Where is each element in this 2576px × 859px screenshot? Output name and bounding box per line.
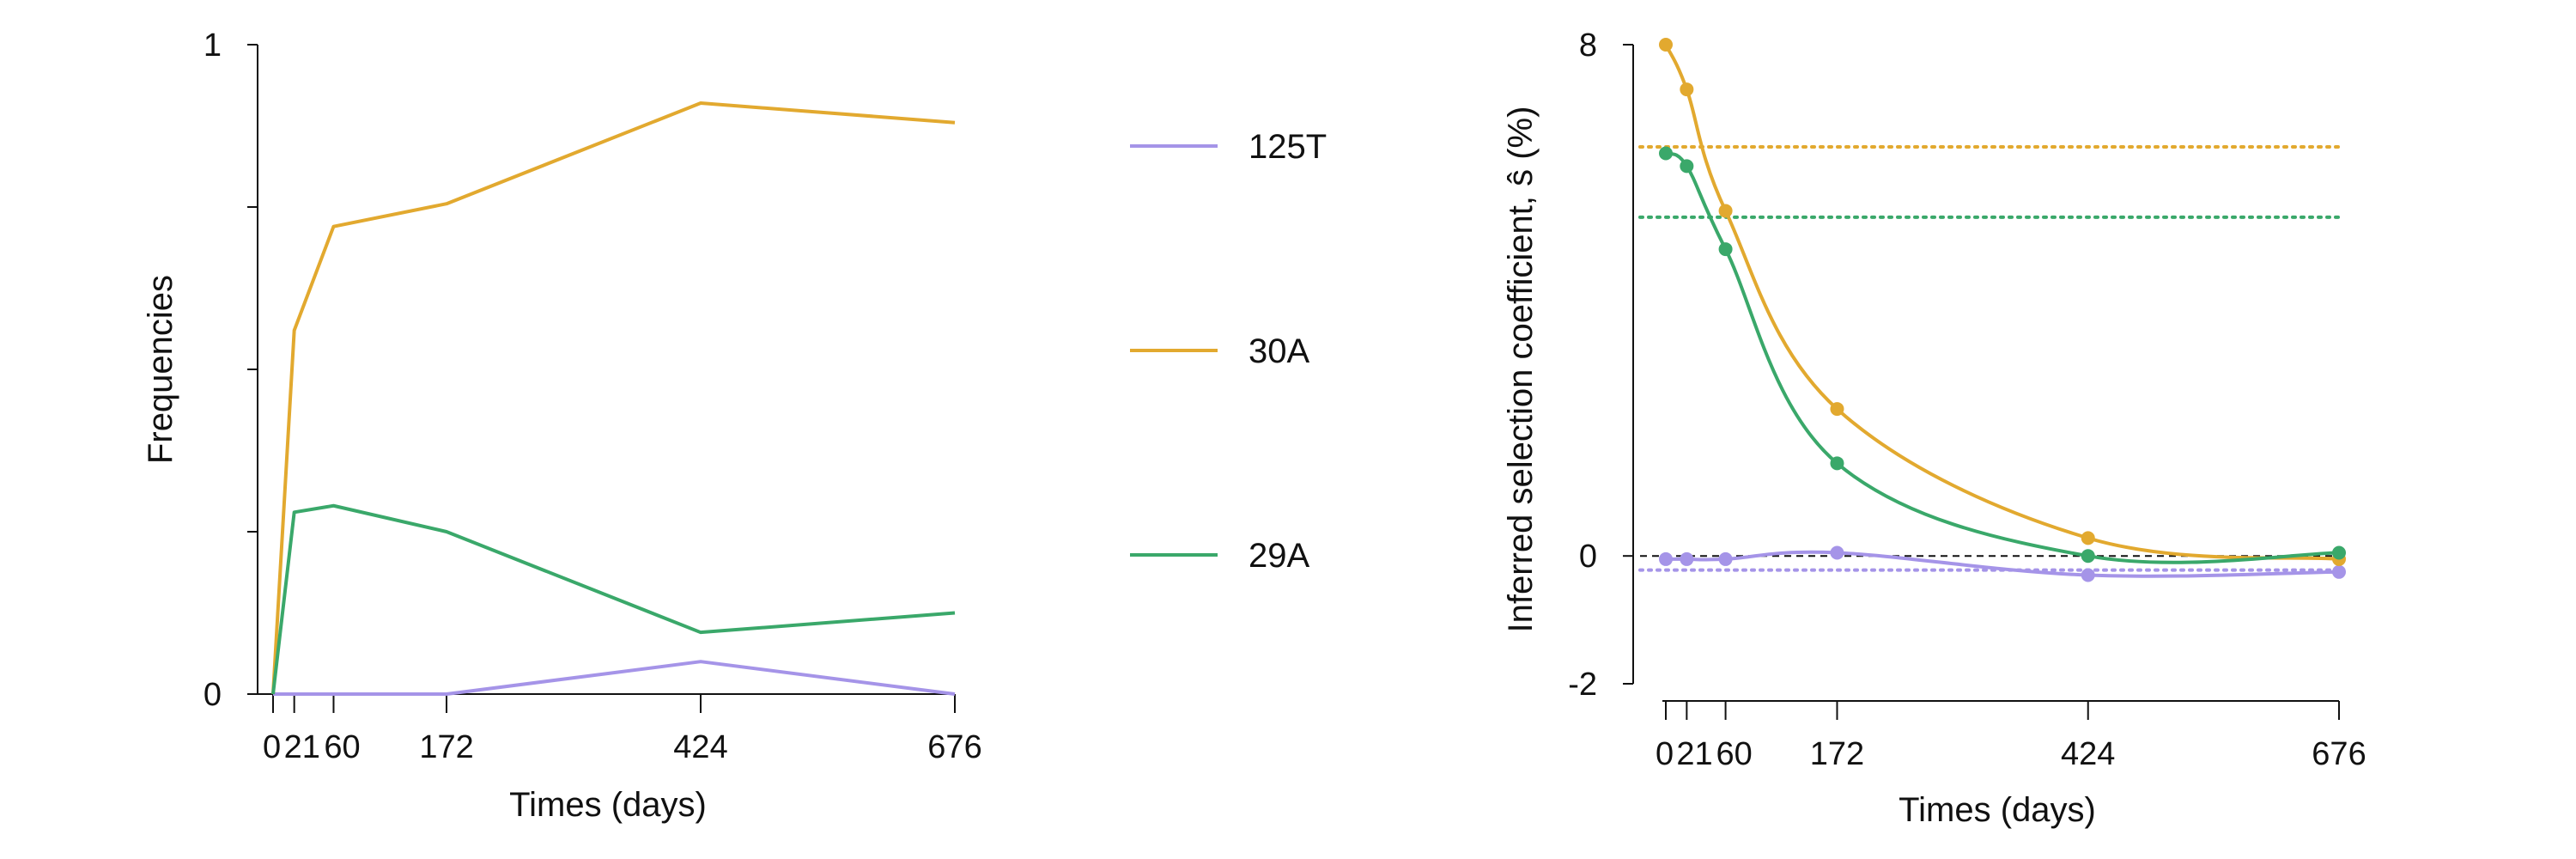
right-reference-lines	[1638, 145, 2341, 572]
right-x-tick-label: 21	[1676, 736, 1712, 772]
legend-item-29A: 29A	[1130, 537, 1309, 575]
left-x-tick-label: 676	[927, 729, 981, 765]
left-x-tick-label: 0	[263, 729, 281, 765]
right-x-tick-label: 676	[2312, 736, 2366, 772]
right-point-125T	[1659, 551, 1673, 566]
right-y-axis-title: Inferred selection coefficient, ŝ (%)	[1502, 107, 1540, 633]
right-point-30A	[1718, 204, 1733, 218]
legend-label-29A: 29A	[1249, 537, 1309, 575]
left-x-tick-label: 21	[284, 729, 320, 765]
right-x-tick-label: 424	[2061, 736, 2115, 772]
right-y-ticks: -2 0 8	[1568, 27, 1633, 703]
right-point-29A	[1718, 242, 1733, 257]
right-point-29A	[2332, 545, 2346, 560]
right-x-axis-title: Times (days)	[1899, 791, 2096, 829]
left-y-tick-label: 0	[204, 677, 222, 713]
left-x-tick-label: 60	[324, 729, 360, 765]
left-series-lines	[271, 101, 956, 696]
right-y-tick-label: 8	[1579, 27, 1597, 64]
right-y-tick-label: -2	[1568, 667, 1597, 703]
left-y-axis-title: Frequencies	[142, 275, 179, 464]
right-x-ticks: 0 21 60 172 424 676	[1656, 701, 2366, 772]
right-point-125T	[1718, 551, 1733, 566]
right-point-30A	[1680, 82, 1694, 97]
right-point-29A	[1659, 146, 1673, 161]
right-series-curves	[1664, 44, 2340, 578]
left-line-29A	[271, 503, 956, 695]
right-point-29A	[2081, 549, 2095, 564]
left-y-tick-label: 1	[204, 27, 222, 64]
right-x-tick-label: 0	[1656, 736, 1674, 772]
left-x-axis-title: Times (days)	[509, 786, 707, 824]
left-y-ticks: 01	[204, 27, 258, 713]
right-point-29A	[1680, 159, 1694, 174]
legend: 125T 30A 29A	[1130, 128, 1327, 575]
right-y-tick-label: 0	[1579, 539, 1597, 575]
right-x-tick-label: 60	[1716, 736, 1752, 772]
legend-label-30A: 30A	[1249, 332, 1309, 370]
legend-label-125T: 125T	[1249, 128, 1327, 166]
selection-panel: -208 0 21 60 172 424 676 Times (days) Inferre…	[1502, 27, 2366, 829]
left-line-125T	[273, 660, 956, 696]
right-series-points	[1659, 38, 2346, 582]
right-curve-30A	[1664, 44, 2340, 561]
legend-item-125T: 125T	[1130, 128, 1327, 166]
left-x-tick-label: 172	[419, 729, 473, 765]
right-x-tick-label: 172	[1810, 736, 1864, 772]
right-point-125T	[2332, 564, 2346, 579]
right-curve-29A	[1664, 151, 2340, 564]
legend-item-30A: 30A	[1130, 332, 1309, 370]
left-x-tick-label: 424	[673, 729, 727, 765]
right-point-30A	[2081, 531, 2095, 545]
left-line-30A	[271, 101, 956, 695]
right-point-125T	[2081, 568, 2095, 582]
right-point-125T	[1680, 551, 1694, 566]
right-point-30A	[1830, 402, 1844, 417]
right-point-30A	[1659, 38, 1673, 52]
left-x-ticks: 0 21 60 172 424 676	[263, 694, 982, 765]
right-point-125T	[1830, 545, 1844, 560]
frequencies-panel: 01 0 21 60 172 424 676 Times (days) Frequenci…	[142, 27, 982, 824]
right-point-29A	[1830, 456, 1844, 471]
